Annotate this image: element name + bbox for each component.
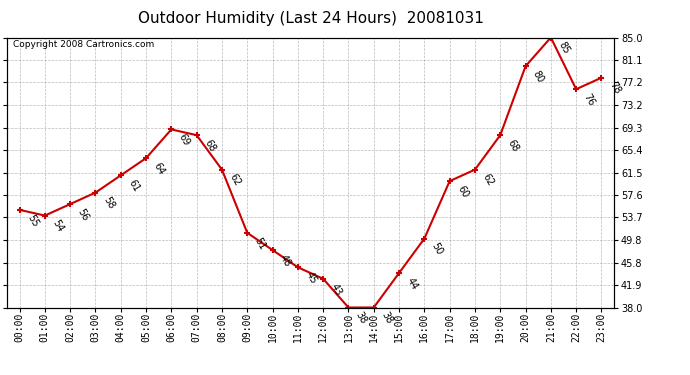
Text: 38: 38 <box>354 310 368 326</box>
Text: 68: 68 <box>506 138 520 153</box>
Text: 62: 62 <box>480 172 495 188</box>
Text: 78: 78 <box>607 81 622 96</box>
Text: 60: 60 <box>455 184 470 200</box>
Text: 55: 55 <box>25 213 40 228</box>
Text: 56: 56 <box>76 207 90 223</box>
Text: 62: 62 <box>228 172 242 188</box>
Text: 58: 58 <box>101 195 116 211</box>
Text: 64: 64 <box>152 161 166 177</box>
Text: 69: 69 <box>177 132 192 148</box>
Text: 45: 45 <box>304 270 318 286</box>
Text: 48: 48 <box>278 253 293 268</box>
Text: 54: 54 <box>50 218 66 234</box>
Text: 51: 51 <box>253 236 268 251</box>
Text: 38: 38 <box>380 310 394 326</box>
Text: 80: 80 <box>531 69 546 85</box>
Text: 61: 61 <box>126 178 141 194</box>
Text: Outdoor Humidity (Last 24 Hours)  20081031: Outdoor Humidity (Last 24 Hours) 2008103… <box>137 11 484 26</box>
Text: 68: 68 <box>202 138 217 153</box>
Text: 76: 76 <box>582 92 597 108</box>
Text: 85: 85 <box>556 40 571 56</box>
Text: 44: 44 <box>404 276 420 291</box>
Text: 43: 43 <box>328 282 344 297</box>
Text: 50: 50 <box>430 242 445 257</box>
Text: Copyright 2008 Cartronics.com: Copyright 2008 Cartronics.com <box>13 40 155 49</box>
